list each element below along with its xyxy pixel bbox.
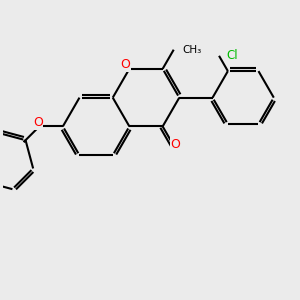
Text: CH₃: CH₃ (182, 45, 202, 55)
Text: O: O (120, 58, 130, 71)
Text: O: O (33, 116, 43, 129)
Text: Cl: Cl (227, 49, 238, 62)
Text: O: O (170, 138, 180, 151)
